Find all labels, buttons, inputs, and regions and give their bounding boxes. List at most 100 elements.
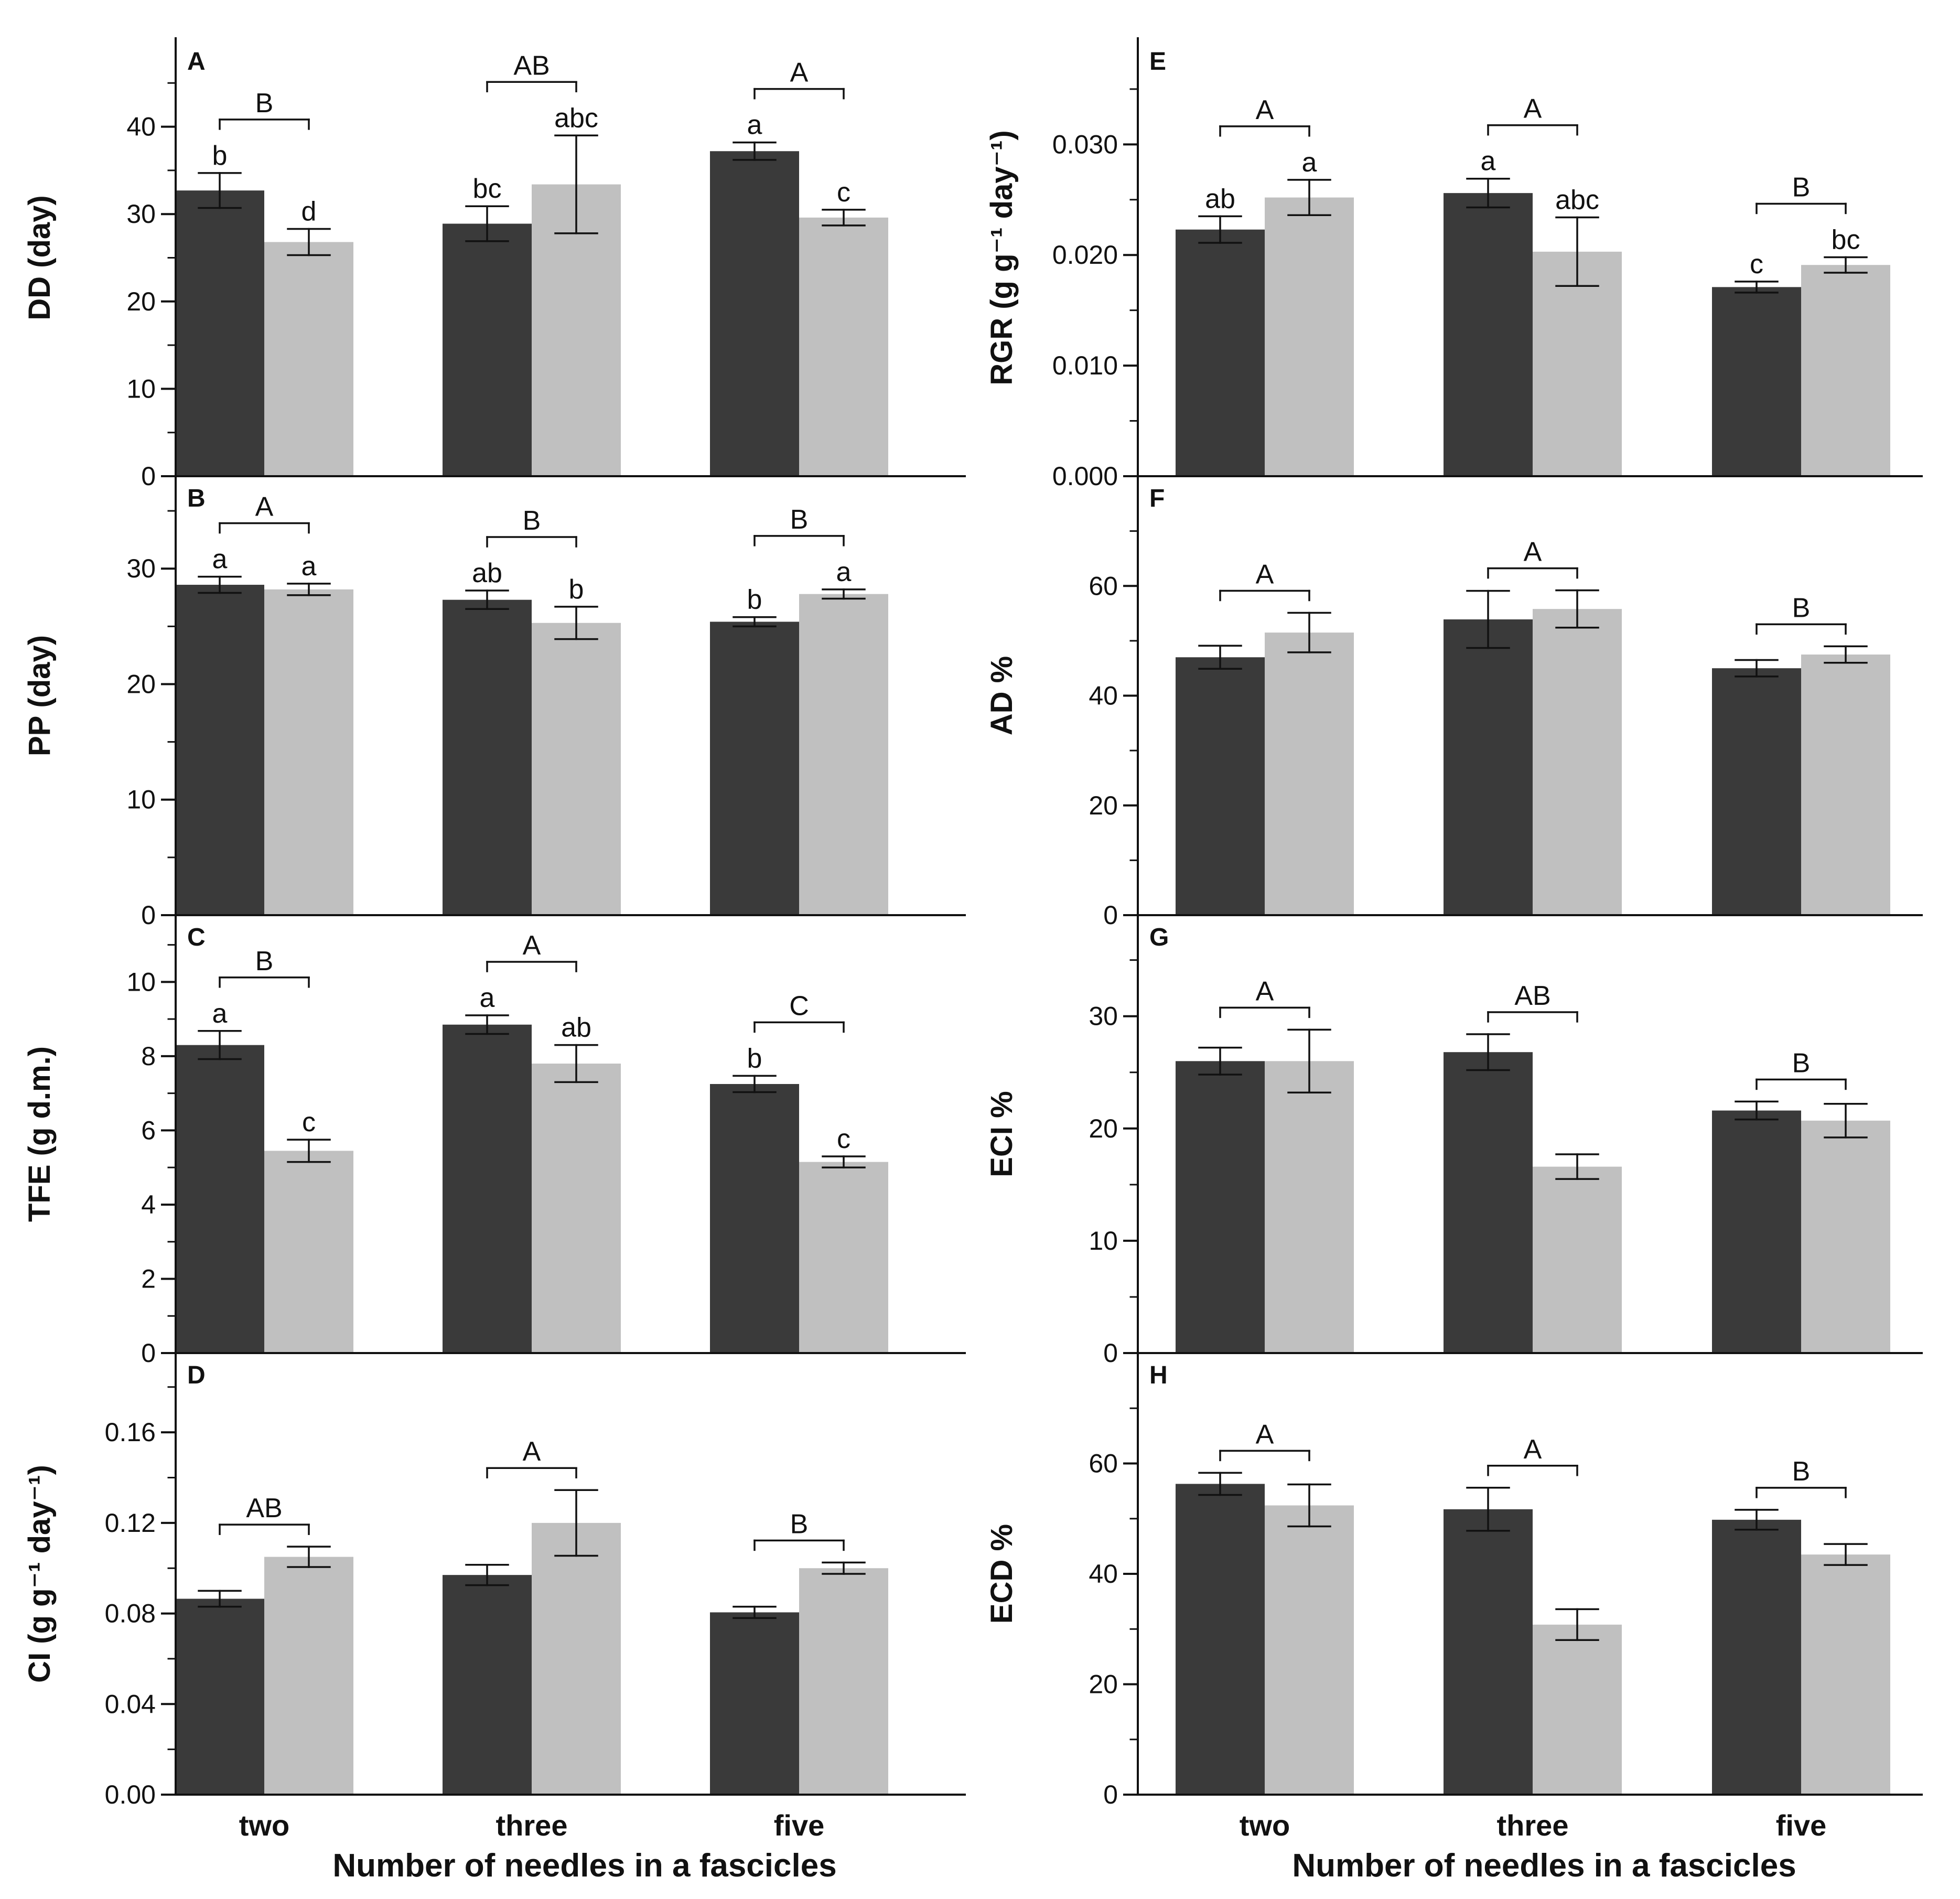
bar-f-light-five <box>1801 655 1890 915</box>
group-letter-d-three: A <box>523 1436 541 1467</box>
letter-a-dark-three: bc <box>473 174 502 204</box>
bar-h-light-three <box>1533 1624 1622 1795</box>
y-tick-label-c-0: 0 <box>141 1338 156 1368</box>
letter-e-dark-two: ab <box>1205 184 1235 214</box>
bar-a-light-two <box>264 242 353 476</box>
group-letter-d-five: B <box>790 1509 809 1539</box>
bar-d-light-two <box>264 1557 353 1795</box>
y-tick-label-b-0: 0 <box>141 900 156 930</box>
x-category-label-d-three: three <box>496 1809 568 1842</box>
panel-label-b: B <box>187 485 206 512</box>
y-tick-label-h-3: 60 <box>1089 1449 1118 1478</box>
bar-c-light-two <box>264 1151 353 1353</box>
bar-c-dark-five <box>710 1083 799 1353</box>
group-letter-c-two: B <box>255 946 274 977</box>
y-tick-label-h-2: 40 <box>1089 1559 1118 1589</box>
y-tick-label-e-0: 0.000 <box>1052 462 1118 491</box>
bar-g-light-three <box>1533 1166 1622 1353</box>
bar-b-light-two <box>264 589 353 915</box>
bar-c-light-three <box>532 1064 621 1353</box>
bar-e-light-five <box>1801 265 1890 476</box>
group-letter-c-five: C <box>789 991 809 1021</box>
panel-label-f: F <box>1149 485 1165 512</box>
y-axis-label-g: ECI % <box>985 1091 1019 1177</box>
letter-c-dark-five: b <box>747 1043 762 1074</box>
bar-f-light-three <box>1533 609 1622 915</box>
y-axis-label-c: TFE (g d.m.) <box>23 1046 57 1222</box>
x-category-label-d-two: two <box>239 1809 289 1842</box>
letter-b-light-three: b <box>569 574 584 605</box>
bar-h-dark-three <box>1444 1509 1533 1795</box>
bar-g-light-five <box>1801 1120 1890 1353</box>
bar-e-dark-three <box>1444 193 1533 476</box>
x-category-label-h-two: two <box>1240 1809 1290 1842</box>
group-letter-g-two: A <box>1256 976 1274 1006</box>
letter-e-dark-three: a <box>1481 146 1496 177</box>
bar-c-dark-two <box>175 1045 264 1353</box>
y-tick-label-f-2: 40 <box>1089 681 1118 711</box>
bar-f-dark-five <box>1712 668 1801 915</box>
bar-c-light-five <box>799 1162 888 1353</box>
y-tick-label-g-2: 20 <box>1089 1114 1118 1143</box>
bar-d-dark-three <box>443 1575 532 1795</box>
letter-e-light-five: bc <box>1832 224 1860 255</box>
group-letter-f-two: A <box>1256 560 1274 590</box>
group-letter-a-three: AB <box>513 50 550 81</box>
bar-d-dark-two <box>175 1598 264 1795</box>
letter-b-light-two: a <box>301 551 317 582</box>
y-tick-label-a-4: 40 <box>126 112 156 142</box>
bar-c-dark-three <box>443 1024 532 1353</box>
letter-e-light-two: a <box>1302 147 1317 178</box>
y-tick-label-e-1: 0.010 <box>1052 351 1118 380</box>
panel-label-d: D <box>187 1361 206 1389</box>
bar-d-dark-five <box>710 1612 799 1795</box>
group-letter-a-two: B <box>255 88 274 119</box>
group-letter-e-three: A <box>1524 94 1542 124</box>
y-tick-label-d-3: 0.12 <box>105 1508 156 1538</box>
panel-label-g: G <box>1149 924 1169 951</box>
letter-e-light-three: abc <box>1555 185 1599 216</box>
group-letter-b-three: B <box>523 506 541 536</box>
bar-h-dark-five <box>1712 1519 1801 1795</box>
bar-g-dark-two <box>1176 1061 1265 1353</box>
y-axis-label-f: AD % <box>985 656 1019 735</box>
bar-d-light-five <box>799 1568 888 1795</box>
bar-g-dark-three <box>1444 1052 1533 1353</box>
y-tick-label-a-0: 0 <box>141 462 156 491</box>
y-tick-label-g-0: 0 <box>1103 1338 1118 1368</box>
letter-a-light-two: d <box>301 197 317 227</box>
bar-g-dark-five <box>1712 1110 1801 1353</box>
bar-f-dark-two <box>1176 657 1265 915</box>
letter-e-dark-five: c <box>1750 249 1763 280</box>
x-category-label-d-five: five <box>774 1809 825 1842</box>
bar-h-light-two <box>1265 1505 1354 1795</box>
y-tick-label-c-1: 2 <box>141 1264 156 1293</box>
x-category-label-h-five: five <box>1776 1809 1827 1842</box>
y-tick-label-d-4: 0.16 <box>105 1418 156 1447</box>
bar-e-light-three <box>1533 251 1622 476</box>
bar-b-dark-three <box>443 599 532 915</box>
group-letter-h-five: B <box>1792 1456 1811 1487</box>
bar-b-dark-two <box>175 585 264 915</box>
y-tick-label-e-2: 0.020 <box>1052 240 1118 270</box>
y-axis-label-d: CI (g g⁻¹ day⁻¹) <box>23 1465 57 1683</box>
panel-label-a: A <box>187 48 206 76</box>
letter-c-light-two: c <box>302 1107 316 1138</box>
bar-e-dark-two <box>1176 229 1265 476</box>
bar-b-light-three <box>532 623 621 915</box>
group-letter-g-three: AB <box>1514 981 1550 1011</box>
group-letter-h-three: A <box>1524 1434 1542 1465</box>
letter-a-light-five: c <box>837 177 850 208</box>
y-tick-label-b-2: 20 <box>126 669 156 699</box>
y-tick-label-a-2: 20 <box>126 287 156 316</box>
group-letter-f-five: B <box>1792 593 1811 623</box>
y-axis-label-h: ECD % <box>985 1524 1019 1624</box>
bar-a-light-five <box>799 217 888 476</box>
y-tick-label-e-3: 0.030 <box>1052 130 1118 159</box>
panel-label-c: C <box>187 924 206 951</box>
bar-e-dark-five <box>1712 287 1801 476</box>
y-axis-label-e: RGR (g g⁻¹ day⁻¹) <box>985 130 1019 385</box>
bar-a-dark-five <box>710 151 799 476</box>
letter-c-light-five: c <box>837 1124 850 1154</box>
y-tick-label-a-3: 30 <box>126 199 156 229</box>
